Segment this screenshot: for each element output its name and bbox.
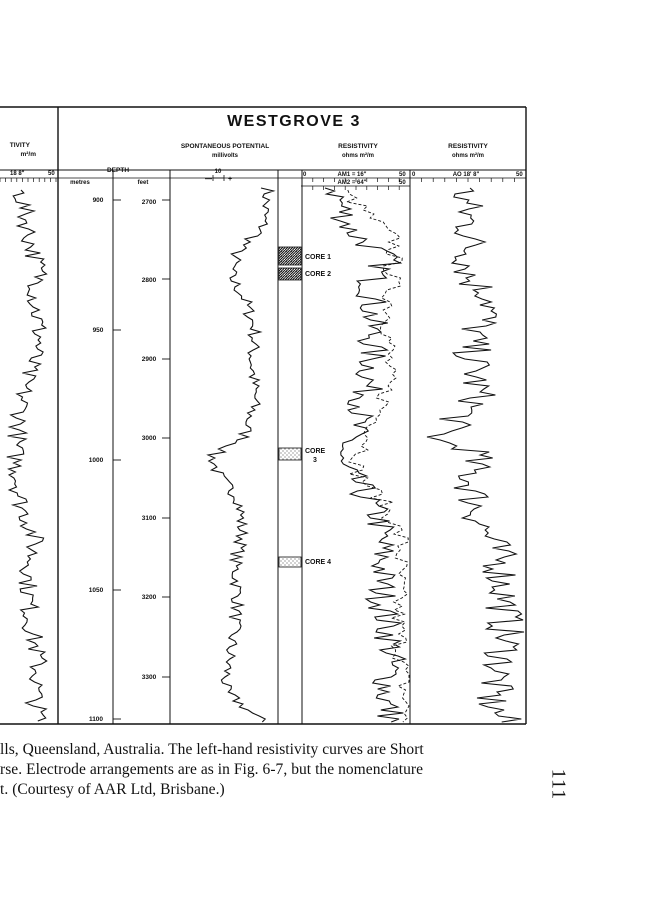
- core-2-interval: [278, 267, 302, 281]
- figure-frame: [0, 106, 527, 725]
- metres-900: 900: [93, 197, 104, 204]
- metres-tick-marks: [113, 199, 121, 720]
- feet-tick-marks: [162, 199, 170, 678]
- feet-label: feet: [138, 180, 149, 186]
- core-2-label: CORE 2: [305, 271, 331, 278]
- feet-3300: 3300: [142, 674, 157, 681]
- lateral-scale-zero: 0: [412, 172, 416, 178]
- core-1-interval: [278, 246, 302, 266]
- ao-label: AO 18' 8": [453, 172, 480, 178]
- left-scale-right: 50: [48, 171, 55, 177]
- ao-lateral-resistivity-curve: [426, 187, 525, 723]
- am2-label: AM2 = 64": [337, 180, 366, 186]
- caption-line-1: lls, Queensland, Australia. The left-han…: [0, 741, 424, 758]
- caption-line-3: t. (Courtesy of AAR Ltd, Brisbane.): [0, 781, 225, 798]
- caption-line-2: rse. Electrode arrangements are as in Fi…: [0, 761, 424, 778]
- sp-scale-plus: +: [228, 176, 232, 183]
- core-3-number: 3: [313, 457, 317, 464]
- sp-scale-minus: —: [205, 176, 212, 183]
- core-intervals: [278, 246, 302, 568]
- feet-2900: 2900: [142, 356, 157, 363]
- resistivity-units: ohms m²/m: [342, 152, 374, 159]
- left-resistivity-units: m²/m: [20, 151, 36, 158]
- left-short-normal-curve: [6, 189, 48, 722]
- left-scale-label: 18 8": [10, 171, 25, 177]
- sp-header: SPONTANEOUS POTENTIAL: [181, 143, 269, 150]
- scale-ticks: [0, 178, 527, 190]
- resistivity-scale-bottom-right: 50: [399, 180, 406, 186]
- metres-1100: 1100: [89, 716, 103, 723]
- page-number: 111: [547, 768, 570, 801]
- am1-label: AM1 = 16": [337, 172, 366, 178]
- am1-resistivity-curve: [324, 187, 408, 723]
- depth-header: DEPTH: [107, 167, 129, 174]
- sp-scale-value: 10: [215, 169, 222, 175]
- resistivity-scale-top-right: 50: [399, 172, 406, 178]
- depth-scale: 900 950 1000 1050 1100 2700 2800 2900 30…: [89, 197, 170, 723]
- lateral-scale-right: 50: [516, 172, 523, 178]
- sp-units: millivolts: [212, 153, 239, 159]
- well-title: WESTGROVE 3: [227, 113, 361, 130]
- metres-1000: 1000: [89, 457, 104, 464]
- core-1-label: CORE 1: [305, 254, 331, 261]
- lateral-resistivity-units: ohms m²/m: [452, 152, 484, 159]
- left-resistivity-header: TIVITY: [10, 142, 31, 149]
- feet-2800: 2800: [142, 277, 157, 284]
- core-4-interval: [278, 556, 302, 568]
- feet-3200: 3200: [142, 594, 157, 601]
- metres-1050: 1050: [89, 587, 104, 594]
- feet-3100: 3100: [142, 515, 157, 522]
- log-curves: [6, 187, 525, 723]
- sp-curve: [206, 187, 276, 723]
- resistivity-header: RESISTIVITY: [338, 143, 378, 150]
- metres-label: metres: [70, 180, 90, 186]
- core-3-interval: [278, 447, 302, 461]
- core-3-label: CORE: [305, 448, 326, 455]
- feet-2700: 2700: [142, 199, 157, 206]
- sp-scale: 10 — +: [205, 169, 232, 183]
- lateral-resistivity-header: RESISTIVITY: [448, 143, 488, 150]
- am2-resistivity-curve: [345, 189, 410, 723]
- metres-950: 950: [93, 327, 104, 334]
- feet-3000: 3000: [142, 435, 157, 442]
- core-4-label: CORE 4: [305, 559, 331, 566]
- resistivity-scale-zero: 0: [303, 172, 307, 178]
